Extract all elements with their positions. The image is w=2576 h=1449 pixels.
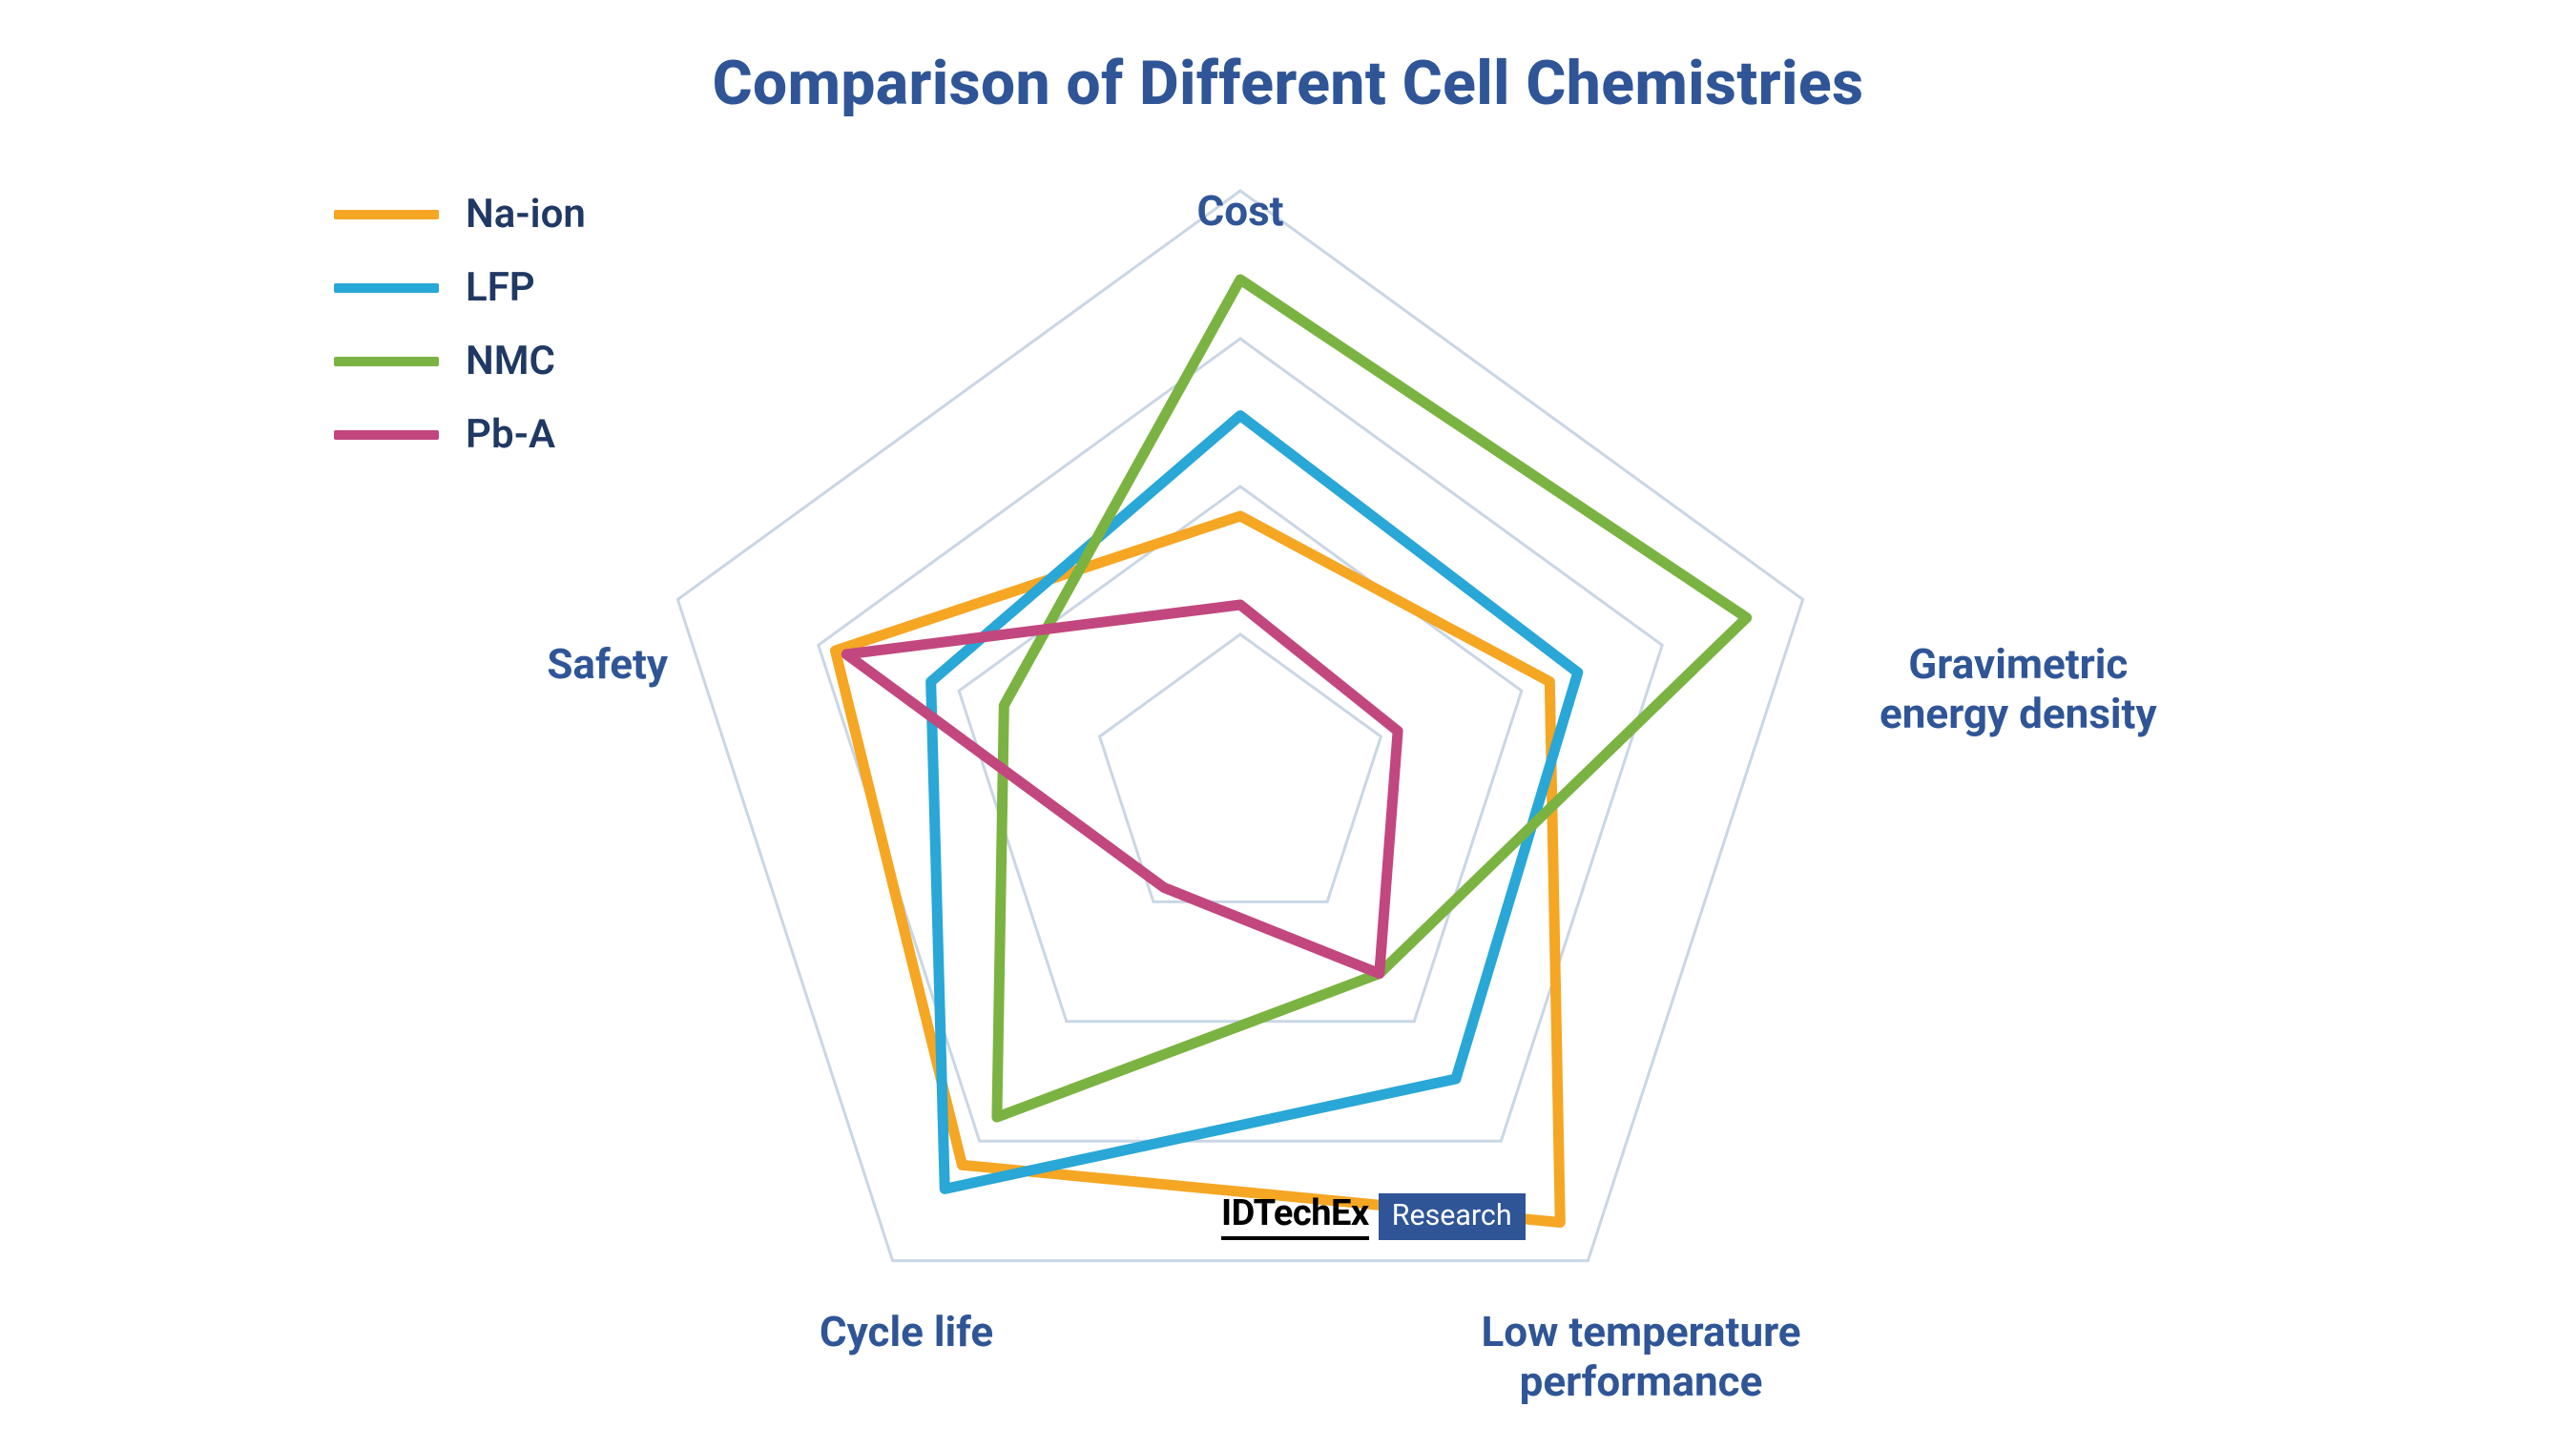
series-polygon xyxy=(997,279,1747,1117)
axis-label: Low temperature performance xyxy=(1481,1307,1800,1406)
source-tag: Research xyxy=(1379,1193,1526,1240)
grid-ring xyxy=(1100,634,1381,901)
axis-label: Cycle life xyxy=(820,1307,993,1356)
axis-label: Gravimetric energy density xyxy=(1880,639,2157,738)
axis-label: Safety xyxy=(547,639,668,689)
source-brand: IDTechEx xyxy=(1221,1192,1369,1240)
axis-label: Cost xyxy=(1196,186,1283,236)
series-polygon xyxy=(931,416,1578,1190)
source-badge: IDTechEx Research xyxy=(1221,1192,1526,1240)
